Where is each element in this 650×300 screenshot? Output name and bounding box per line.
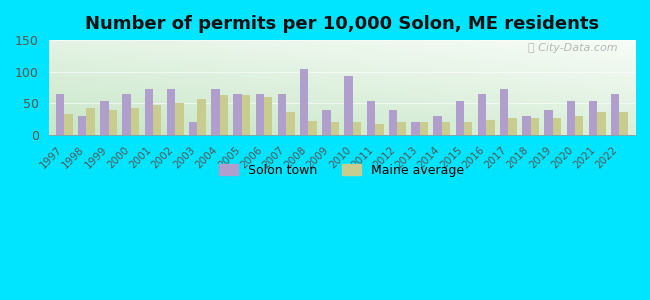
- Bar: [176, 103, 184, 135]
- Bar: [508, 118, 517, 135]
- Bar: [153, 105, 161, 135]
- Bar: [189, 122, 198, 135]
- Bar: [56, 94, 64, 135]
- Bar: [109, 110, 117, 135]
- Bar: [144, 89, 153, 135]
- Bar: [367, 101, 375, 135]
- Bar: [411, 122, 419, 135]
- Bar: [597, 112, 606, 135]
- Bar: [434, 116, 442, 135]
- Bar: [575, 116, 584, 135]
- Bar: [500, 89, 508, 135]
- Bar: [131, 108, 139, 135]
- Bar: [456, 101, 464, 135]
- Bar: [211, 89, 220, 135]
- Bar: [242, 95, 250, 135]
- Bar: [567, 101, 575, 135]
- Bar: [530, 118, 539, 135]
- Bar: [198, 99, 206, 135]
- Bar: [344, 76, 353, 135]
- Bar: [478, 94, 486, 135]
- Bar: [375, 124, 383, 135]
- Text: ⓘ City-Data.com: ⓘ City-Data.com: [528, 43, 618, 53]
- Bar: [419, 122, 428, 135]
- Bar: [589, 101, 597, 135]
- Bar: [397, 122, 406, 135]
- Bar: [331, 122, 339, 135]
- Bar: [522, 116, 530, 135]
- Bar: [286, 112, 294, 135]
- Bar: [220, 95, 228, 135]
- Bar: [486, 120, 495, 135]
- Legend: Solon town, Maine average: Solon town, Maine average: [214, 159, 469, 182]
- Bar: [442, 122, 450, 135]
- Bar: [464, 122, 473, 135]
- Bar: [389, 110, 397, 135]
- Bar: [544, 110, 552, 135]
- Bar: [86, 108, 95, 135]
- Bar: [300, 68, 309, 135]
- Bar: [353, 122, 361, 135]
- Bar: [264, 97, 272, 135]
- Title: Number of permits per 10,000 Solon, ME residents: Number of permits per 10,000 Solon, ME r…: [84, 15, 599, 33]
- Bar: [619, 112, 628, 135]
- Bar: [64, 114, 73, 135]
- Bar: [611, 94, 619, 135]
- Bar: [278, 94, 286, 135]
- Bar: [309, 121, 317, 135]
- Bar: [322, 110, 331, 135]
- Bar: [78, 116, 86, 135]
- Bar: [552, 118, 561, 135]
- Bar: [100, 101, 109, 135]
- Bar: [233, 94, 242, 135]
- Bar: [167, 89, 176, 135]
- Bar: [255, 94, 264, 135]
- Bar: [122, 94, 131, 135]
